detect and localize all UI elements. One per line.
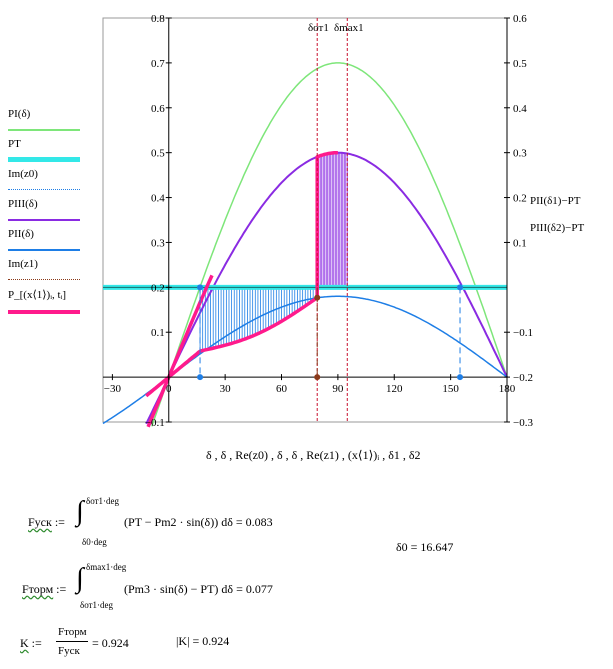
y-right-tick-label: 0.1 (513, 237, 527, 249)
k-label: K (20, 636, 29, 650)
delta0-value: δ0 = 16.647 (396, 540, 454, 554)
legend-swatch (8, 129, 80, 131)
legend-item-pii: PII(δ) (4, 228, 104, 258)
y-left-tick-label: 0.7 (151, 58, 165, 70)
x-tick-label: 30 (220, 383, 232, 395)
legend-item-p-points: P_[(x⟨1⟩)ᵢ, tᵢ] (4, 288, 104, 318)
k-denominator: Fуск (58, 645, 80, 657)
legend-item-pi: PI(δ) (4, 108, 104, 138)
legend-label: PIII(δ) (8, 198, 38, 210)
y-right-tick-label: 0.6 (513, 13, 527, 25)
k-fraction-bar (56, 641, 88, 642)
f-usk-name: Fуск := (28, 515, 65, 529)
y-left-tick-label: 0.5 (151, 148, 165, 160)
y-right-tick-label: −0.1 (513, 327, 533, 339)
y-right-tick-label: 0.5 (513, 58, 527, 70)
y-left-tick-label: 0.2 (151, 282, 165, 294)
marker-point (197, 284, 204, 291)
right-label-pii: PII(δ1)−PT (530, 195, 581, 207)
legend-label: PII(δ) (8, 228, 34, 240)
accel-area-hatch (199, 287, 317, 352)
markers (197, 18, 464, 422)
f-torm-upper: δmax1·deg (86, 562, 127, 572)
series-pii-line (102, 295, 508, 425)
legend-label: Im(z0) (8, 168, 38, 180)
legend-label: PI(δ) (8, 108, 31, 120)
chart-plot: −30 0 30 60 90 120 150 180 −0.1 0.1 0.2 0.3 0.4 0.5 0.… (102, 13, 534, 429)
x-tick-label: 180 (499, 383, 516, 395)
marker-point (457, 284, 464, 291)
x-tick-label: 120 (386, 383, 403, 395)
f-torm-label: Fторм (22, 582, 54, 596)
f-usk-upper: δот1·deg (86, 496, 120, 506)
legend-label: Im(z1) (8, 258, 38, 270)
y-right-tick-label: −0.3 (513, 417, 533, 429)
y-right-tick-label: 0.3 (513, 148, 527, 160)
y-left-tick-label: 0.1 (151, 327, 165, 339)
k-name: K := (20, 636, 42, 650)
marker-label-delta-ot1: δот1 (308, 22, 329, 34)
series-pi-line (151, 62, 508, 427)
series-p-rise (146, 274, 214, 428)
legend-item-pt: PT (4, 138, 104, 168)
legend-swatch (8, 310, 80, 314)
marker-label-delta-max1: δmax1 (334, 22, 364, 34)
legend-label: PT (8, 138, 21, 150)
series-curves (102, 62, 508, 428)
plot-frame (102, 17, 508, 423)
x-tick-label: 90 (332, 383, 344, 395)
legend-swatch (8, 279, 80, 280)
f-torm-body: (Pm3 · sin(δ) − PT) dδ = 0.077 (124, 582, 273, 596)
marker-point (314, 294, 321, 301)
y-left-tick-label: −0.1 (145, 417, 165, 429)
marker-point (457, 374, 464, 381)
y-left-tick-label: 0.4 (151, 193, 165, 205)
legend-item-imz0: Im(z0) (4, 168, 104, 198)
tick-labels: −30 0 30 60 90 120 150 180 −0.1 0.1 0.2 0.3 0.4 0.5 0.… (104, 13, 534, 429)
f-torm-name: Fторм := (22, 582, 67, 596)
x-tick-label: −30 (104, 383, 122, 395)
legend-swatch (8, 157, 80, 162)
k-abs-value: |K| = 0.924 (176, 634, 230, 648)
y-right-tick-label: 0.4 (513, 103, 527, 115)
legend-item-imz1: Im(z1) (4, 258, 104, 288)
integral-sign-2: ∫ (76, 563, 84, 594)
x-tick-label: 150 (442, 383, 459, 395)
x-tick-label: 60 (276, 383, 288, 395)
legend-swatch (8, 189, 80, 190)
f-usk-label: Fуск (28, 515, 52, 529)
series-p-points-line (145, 150, 338, 398)
right-label-piii: PIII(δ2)−PT (530, 222, 585, 234)
marker-point (197, 374, 204, 381)
k-value: = 0.924 (92, 636, 129, 650)
y-right-tick-label: 0.2 (513, 193, 527, 205)
legend-swatch (8, 219, 80, 221)
marker-point (314, 374, 321, 381)
legend-label: P_[(x⟨1⟩)ᵢ, tᵢ] (8, 289, 67, 301)
y-left-tick-label: 0.3 (151, 237, 165, 249)
k-numerator: Fторм (58, 626, 87, 638)
y-left-tick-label: 0.6 (151, 103, 165, 115)
y-right-tick-label: −0.2 (513, 372, 533, 384)
axes (103, 18, 508, 422)
decel-area-hatch (316, 152, 348, 288)
integral-sign-1: ∫ (76, 496, 84, 527)
x-tick-label: 0 (166, 383, 172, 395)
legend: PI(δ) PT Im(z0) PIII(δ) PII(δ) Im(z1) P_… (4, 108, 104, 318)
legend-swatch (8, 249, 80, 251)
f-usk-lower: δ0·deg (82, 537, 107, 547)
y-left-tick-label: 0.8 (151, 13, 165, 25)
f-torm-lower: δот1·deg (80, 600, 114, 610)
legend-item-piii: PIII(δ) (4, 198, 104, 228)
f-usk-body: (PT − Pm2 · sin(δ)) dδ = 0.083 (124, 515, 273, 529)
x-axis-label: δ , δ , Re(z0) , δ , δ , Re(z1) , (x⟨1⟩)… (206, 448, 421, 462)
